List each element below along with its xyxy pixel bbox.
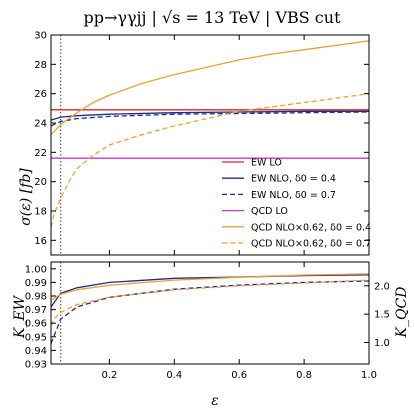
top-y-tick-label-5: 26: [34, 89, 47, 100]
top-y-tick-label-2: 20: [34, 177, 47, 188]
top-series-line-5: [50, 93, 370, 228]
x-axis-label: ε: [211, 393, 219, 409]
top-y-tick-label-6: 28: [34, 60, 47, 71]
top-y-tick-label-3: 22: [34, 148, 47, 159]
top-y-tick-label-1: 18: [34, 207, 47, 218]
chart-title: pp→γγjj | √s = 13 TeV | VBS cut: [84, 8, 342, 27]
bottom-panel: 0.93 0.94 0.95 0.96 0.97 0.98 0.99 1.00 1.0 1.5 2.…: [25, 261, 390, 381]
bottom-x-tick-label-1: 0.4: [166, 370, 182, 381]
top-y-tick-label-7: 30: [34, 31, 47, 42]
top-series-line-2: [50, 111, 370, 127]
bottom-right-y-axis-label: K_QCD: [394, 287, 410, 339]
bottom-right-y-tick-label-1: 1.5: [374, 310, 390, 321]
bottom-x-tick-label-3: 0.8: [296, 370, 312, 381]
bottom-left-y-tick-label-3: 0.96: [25, 319, 47, 330]
bottom-x-tick-label-0: 0.2: [101, 370, 117, 381]
bottom-left-y-tick-label-4: 0.97: [25, 305, 47, 316]
bottom-left-y-tick-label-7: 1.00: [25, 264, 47, 275]
top-y-tick-label-0: 16: [34, 236, 47, 247]
bottom-left-y-tick-label-1: 0.94: [25, 346, 47, 357]
legend-label-2: EW NLO, δ0 = 0.7: [251, 190, 336, 201]
bottom-series-line-2: [50, 273, 370, 301]
bottom-left-y-tick-label-2: 0.95: [25, 332, 47, 343]
bottom-x-tick-label-2: 0.6: [231, 370, 247, 381]
bottom-right-y-tick-label-2: 2.0: [374, 281, 390, 292]
bottom-left-y-tick-label-0: 0.93: [25, 360, 47, 371]
bottom-left-y-axis-label: K_EW: [12, 294, 28, 339]
top-y-axis-label: σ(ε) [fb]: [18, 168, 34, 226]
top-plot-frame: [50, 34, 370, 256]
top-y-tick-label-4: 24: [34, 119, 47, 130]
top-plot-area: [51, 35, 369, 255]
legend-label-4: QCD NLO×0.62, δ0 = 0.4: [251, 222, 371, 233]
top-series-line-4: [50, 40, 370, 136]
legend-label-1: EW NLO, δ0 = 0.4: [251, 174, 336, 185]
legend-label-5: QCD NLO×0.62, δ0 = 0.7: [251, 239, 371, 250]
bottom-x-tick-label-4: 1.0: [361, 370, 377, 381]
legend-label-0: EW LO: [251, 158, 282, 169]
top-series-line-1: [50, 110, 369, 121]
bottom-series-line-3: [50, 279, 370, 326]
bottom-right-y-tick-label-0: 1.0: [374, 338, 390, 349]
legend: EW LO EW NLO, δ0 = 0.4 EW NLO, δ0 = 0.7 QCD…: [222, 158, 371, 250]
bottom-left-y-tick-label-6: 0.99: [25, 278, 47, 289]
legend-label-3: QCD LO: [251, 206, 288, 217]
bottom-left-y-tick-label-5: 0.98: [25, 292, 47, 303]
bottom-plot-frame: [50, 261, 370, 365]
